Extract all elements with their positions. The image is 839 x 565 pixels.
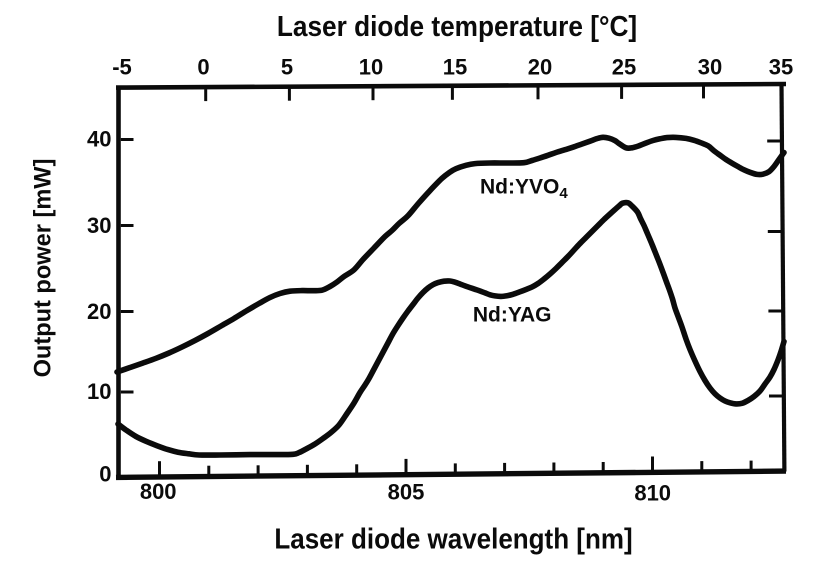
svg-text:-5: -5 bbox=[112, 55, 132, 80]
svg-text:30: 30 bbox=[87, 213, 111, 238]
svg-text:0: 0 bbox=[197, 55, 209, 80]
svg-text:5: 5 bbox=[281, 55, 293, 80]
svg-text:805: 805 bbox=[388, 480, 425, 505]
svg-text:10: 10 bbox=[359, 55, 383, 80]
svg-text:0: 0 bbox=[99, 462, 111, 487]
svg-text:20: 20 bbox=[87, 299, 111, 324]
svg-text:810: 810 bbox=[634, 481, 671, 506]
svg-text:40: 40 bbox=[87, 127, 111, 152]
svg-text:Laser diode wavelength [nm]: Laser diode wavelength [nm] bbox=[274, 522, 632, 555]
svg-text:Laser diode temperature [°C]: Laser diode temperature [°C] bbox=[277, 10, 637, 43]
svg-text:35: 35 bbox=[769, 55, 793, 80]
svg-text:Nd:YVO4: Nd:YVO4 bbox=[480, 176, 568, 203]
svg-text:10: 10 bbox=[87, 379, 111, 404]
svg-text:30: 30 bbox=[698, 55, 722, 80]
svg-text:20: 20 bbox=[528, 55, 552, 80]
svg-text:15: 15 bbox=[443, 55, 467, 80]
svg-text:800: 800 bbox=[140, 479, 177, 504]
svg-text:25: 25 bbox=[612, 55, 636, 80]
svg-text:Nd:YAG: Nd:YAG bbox=[473, 304, 552, 327]
svg-text:Output power [mW]: Output power [mW] bbox=[31, 159, 57, 378]
